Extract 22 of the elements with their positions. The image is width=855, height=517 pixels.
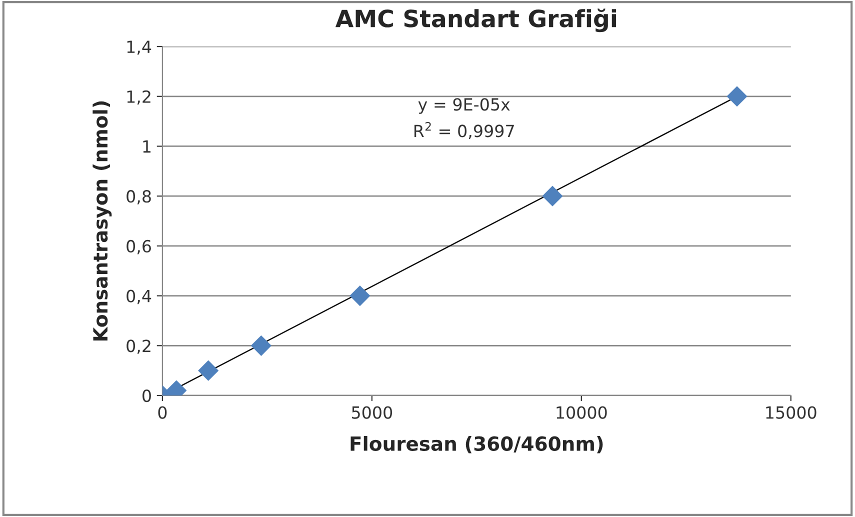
x-axis-title: Flouresan (360/460nm) (350, 436, 603, 454)
point (542, 186, 563, 206)
y-tick-label: 1,2 (127, 90, 150, 105)
x-tick-label: 0 (158, 406, 167, 419)
chart-title: AMC Standart Grafiği (335, 8, 616, 32)
y-tick-label: 0,4 (126, 290, 152, 304)
point (350, 286, 370, 306)
y-axis-title: Konsantrasyon (nmol) (92, 101, 112, 341)
annotation: R$^{2}$ = 0,9997 (414, 122, 514, 139)
point (198, 360, 219, 381)
y-tick-label: 1 (143, 140, 150, 153)
y-tick-label: 0,2 (126, 340, 150, 354)
x-tick-label: 10000 (556, 406, 607, 419)
x-tick-label: 15000 (766, 406, 816, 419)
y-tick-label: 0 (142, 389, 151, 402)
y-tick-label: 0,6 (126, 240, 151, 254)
y-tick-label: 0,8 (126, 190, 151, 204)
annotation: y = 9E-05x (418, 98, 510, 114)
point (726, 86, 748, 107)
x-tick-label: 5000 (352, 406, 392, 419)
point (250, 335, 272, 356)
y-tick-label: 1,4 (127, 40, 152, 55)
